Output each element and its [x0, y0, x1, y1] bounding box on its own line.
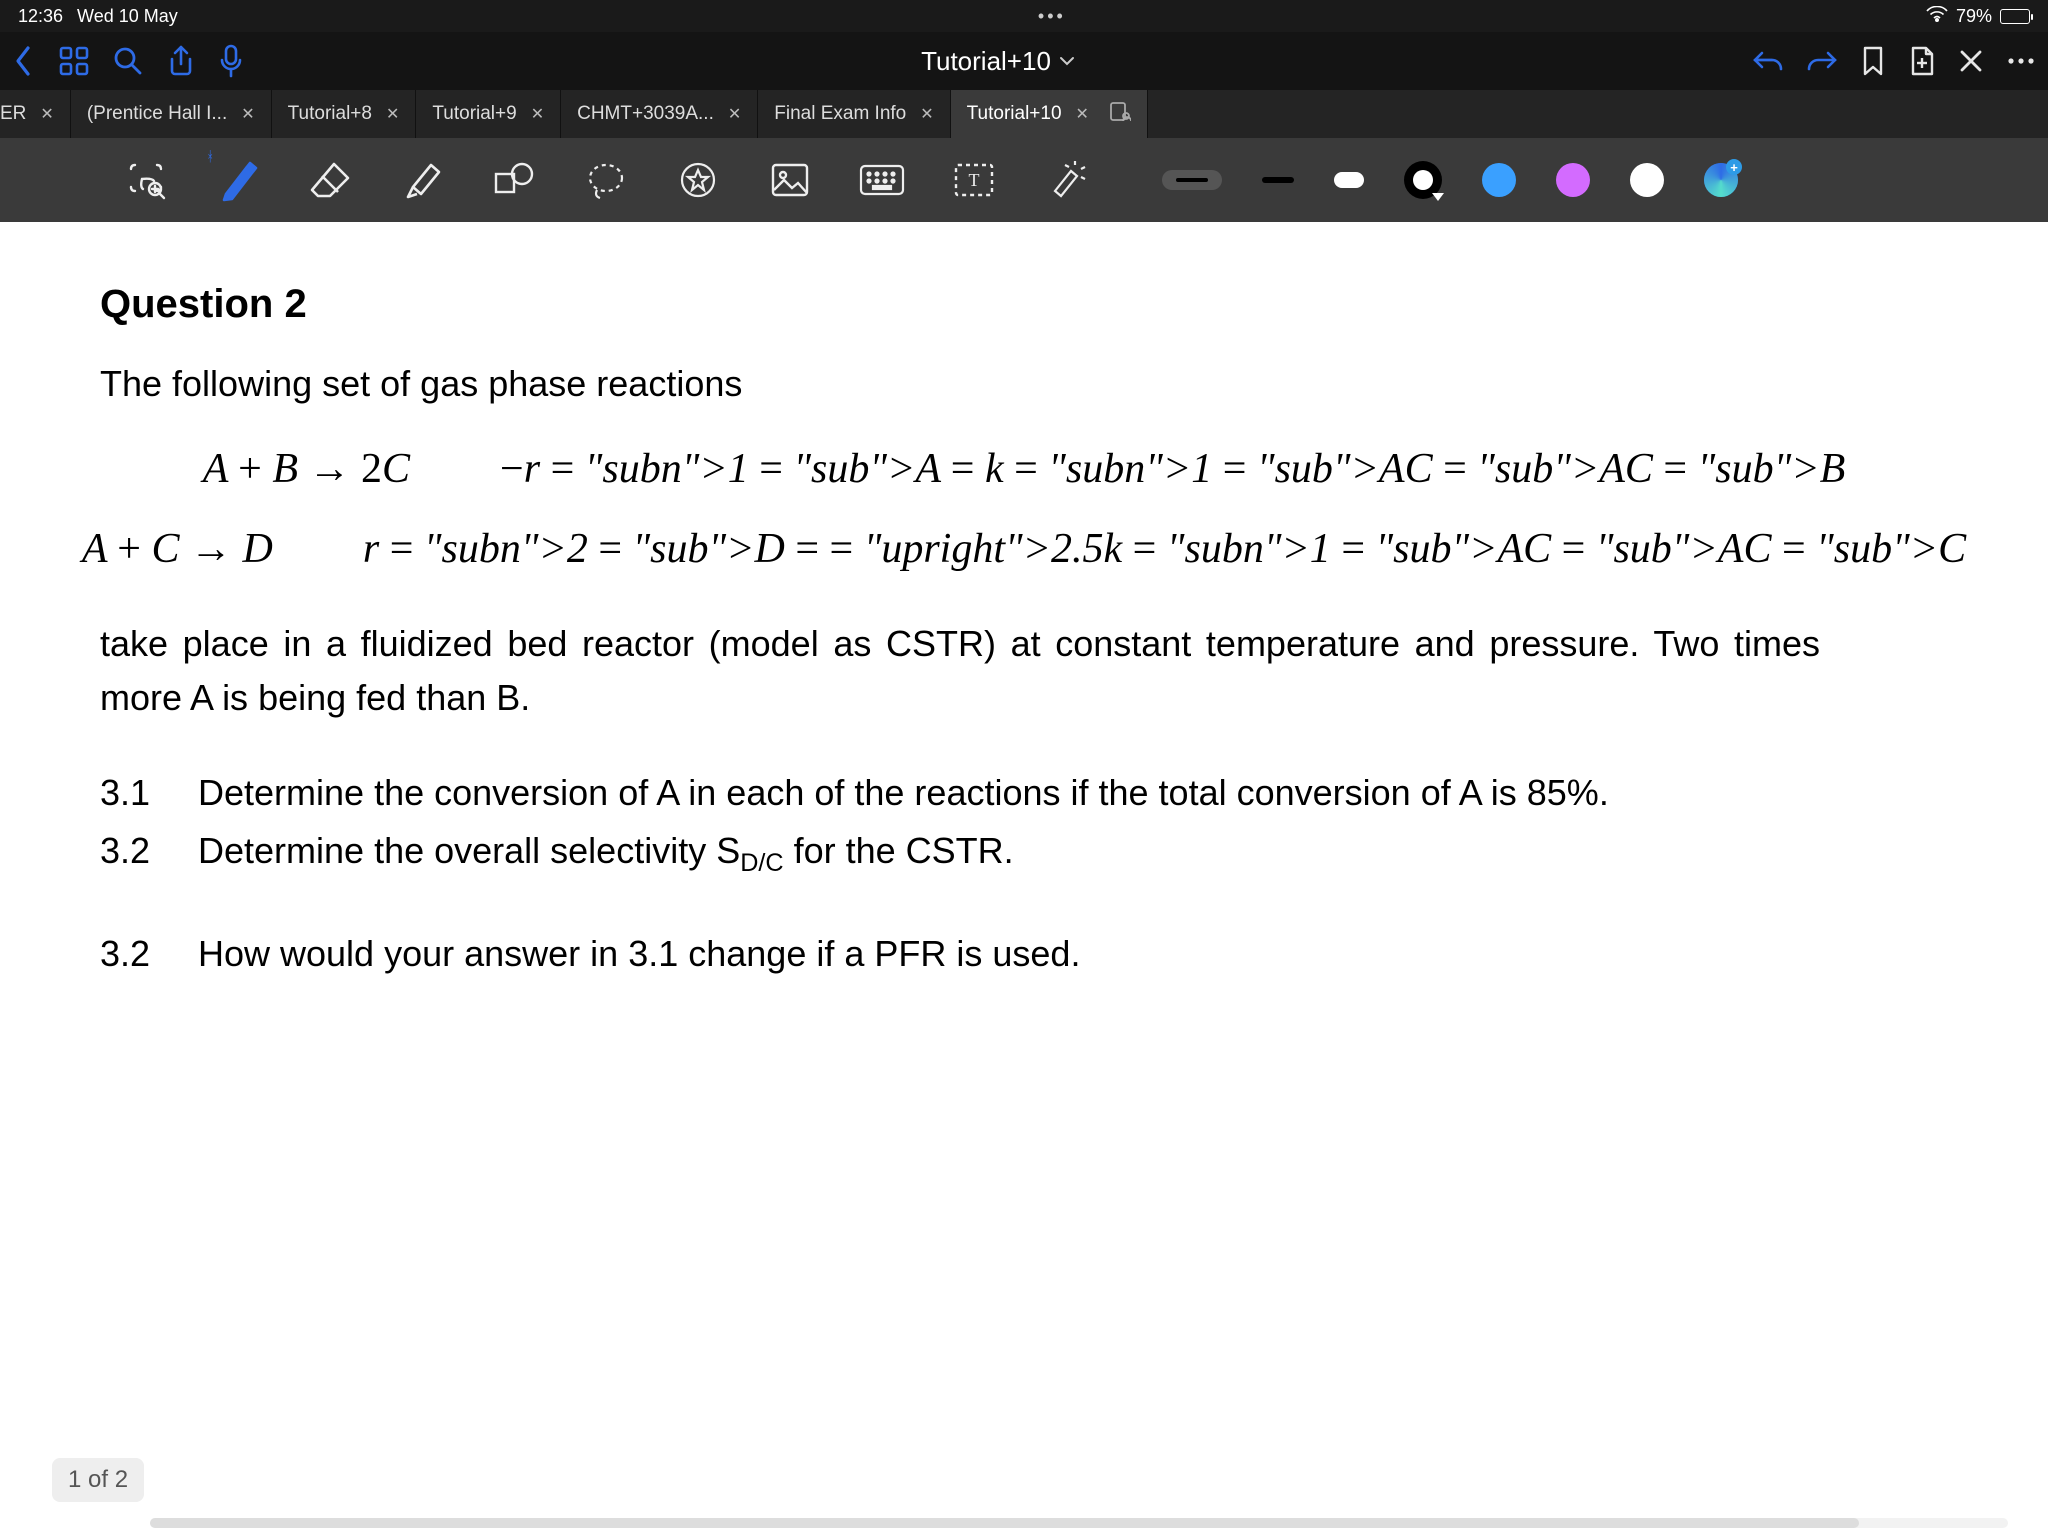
document-title-dropdown[interactable]: Tutorial+10 [921, 46, 1075, 77]
bluetooth-icon: ᚼ [206, 148, 214, 164]
tab-label: (Prentice Hall I... [87, 103, 227, 125]
horizontal-scrollbar[interactable] [150, 1518, 2008, 1528]
chevron-down-icon [1059, 55, 1075, 67]
image-tool[interactable] [764, 154, 816, 206]
subitem-number: 3.2 [100, 928, 170, 980]
app-topbar: Tutorial+10 [0, 32, 2048, 90]
tab-close-icon[interactable]: ✕ [241, 104, 254, 124]
equation-block: A + B → 2C−r = "subn">1 = "sub">A = k = … [100, 445, 1948, 573]
pen-tool[interactable]: ᚼ [212, 154, 264, 206]
document-tab[interactable]: CHMT+3039A... ✕ [561, 90, 758, 138]
microphone-button[interactable] [218, 44, 244, 78]
tab-close-icon[interactable]: ✕ [920, 104, 933, 124]
question-intro: The following set of gas phase reactions [100, 363, 1948, 405]
document-tab[interactable]: Final Exam Info ✕ [758, 90, 950, 138]
bookmark-button[interactable] [1860, 45, 1886, 77]
device-status-bar: 12:36 Wed 10 May ••• 79% [0, 0, 2048, 32]
undo-button[interactable] [1752, 47, 1784, 75]
color-swatch-2[interactable] [1556, 163, 1590, 197]
document-tab[interactable]: Tutorial+10 ✕ [951, 90, 1148, 138]
textbox-tool[interactable]: T [948, 154, 1000, 206]
redo-button[interactable] [1806, 47, 1838, 75]
subitem-number: 3.1 [100, 767, 170, 819]
stroke-thick[interactable] [1334, 172, 1364, 188]
question-subitem: 3.1 Determine the conversion of A in each… [100, 767, 1840, 819]
grid-view-button[interactable] [58, 45, 90, 77]
question-title: Question 2 [100, 282, 1948, 327]
page-indicator: 1 of 2 [52, 1458, 144, 1502]
shapes-tool[interactable] [488, 154, 540, 206]
question-subitem: 3.2 How would your answer in 3.1 change i… [100, 928, 1840, 980]
stroke-medium[interactable] [1262, 177, 1294, 183]
eraser-tool[interactable] [304, 154, 356, 206]
zoom-selection-tool[interactable] [120, 154, 172, 206]
back-button[interactable] [12, 44, 36, 78]
tab-close-icon[interactable]: ✕ [40, 104, 53, 124]
subitem-number: 3.2 [100, 825, 170, 882]
keyboard-tool[interactable] [856, 154, 908, 206]
tab-label: Tutorial+9 [432, 103, 516, 125]
multitask-indicator[interactable]: ••• [1038, 6, 1066, 27]
subitem-text: How would your answer in 3.1 change if a… [198, 928, 1080, 980]
laser-pointer-tool[interactable] [1040, 154, 1092, 206]
tab-close-icon[interactable]: ✕ [531, 104, 544, 124]
add-page-button[interactable] [1908, 45, 1936, 77]
subitem-text: Determine the conversion of A in each of… [198, 767, 1609, 819]
subitem-text: Determine the overall selectivity SD/C f… [198, 825, 1014, 882]
current-color-selector[interactable] [1404, 161, 1442, 199]
scrollbar-thumb[interactable] [150, 1518, 1859, 1528]
tab-label: Tutorial+10 [967, 103, 1062, 125]
tab-close-icon[interactable]: ✕ [386, 104, 399, 124]
status-time: 12:36 [18, 6, 63, 27]
color-swatch-3[interactable] [1630, 163, 1664, 197]
battery-icon [2000, 9, 2030, 24]
document-tab[interactable]: Tutorial+9 ✕ [416, 90, 561, 138]
tab-close-icon[interactable]: ✕ [728, 104, 741, 124]
lasso-tool[interactable] [580, 154, 632, 206]
question-subitem: 3.2 Determine the overall selectivity SD/… [100, 825, 1840, 882]
battery-percent: 79% [1956, 6, 1992, 27]
add-color-button[interactable]: + [1704, 163, 1738, 197]
collaboration-icon[interactable] [1109, 100, 1131, 128]
more-button[interactable] [2006, 56, 2036, 66]
document-page[interactable]: Question 2 The following set of gas phas… [0, 222, 2048, 1536]
document-tab[interactable]: ER ✕ [0, 90, 71, 138]
tab-strip: ER✕(Prentice Hall I...✕Tutorial+8✕Tutori… [0, 90, 2048, 138]
equation-row: A + B → 2C−r = "subn">1 = "sub">A = k = … [100, 445, 1948, 493]
stroke-thin[interactable] [1176, 178, 1208, 182]
equation-row: A + C → Dr = "subn">2 = "sub">D = = "upr… [100, 525, 1948, 573]
document-tab[interactable]: (Prentice Hall I... ✕ [71, 90, 272, 138]
document-title: Tutorial+10 [921, 46, 1051, 77]
status-date: Wed 10 May [77, 6, 178, 27]
search-button[interactable] [112, 45, 144, 77]
highlighter-tool[interactable] [396, 154, 448, 206]
wifi-icon [1926, 6, 1948, 27]
stroke-width-picker[interactable] [1162, 170, 1222, 190]
share-button[interactable] [166, 44, 196, 78]
tab-label: ER [0, 103, 26, 125]
document-tab[interactable]: Tutorial+8 ✕ [272, 90, 417, 138]
tab-label: CHMT+3039A... [577, 103, 714, 125]
question-paragraph: take place in a fluidized bed reactor (m… [100, 617, 1820, 725]
tab-close-icon[interactable]: ✕ [1076, 104, 1089, 124]
close-button[interactable] [1958, 48, 1984, 74]
favorites-tool[interactable] [672, 154, 724, 206]
svg-text:T: T [969, 170, 980, 190]
drawing-toolbar: ᚼ T + [0, 138, 2048, 222]
tab-label: Tutorial+8 [288, 103, 372, 125]
color-swatch-1[interactable] [1482, 163, 1516, 197]
tab-label: Final Exam Info [774, 103, 906, 125]
